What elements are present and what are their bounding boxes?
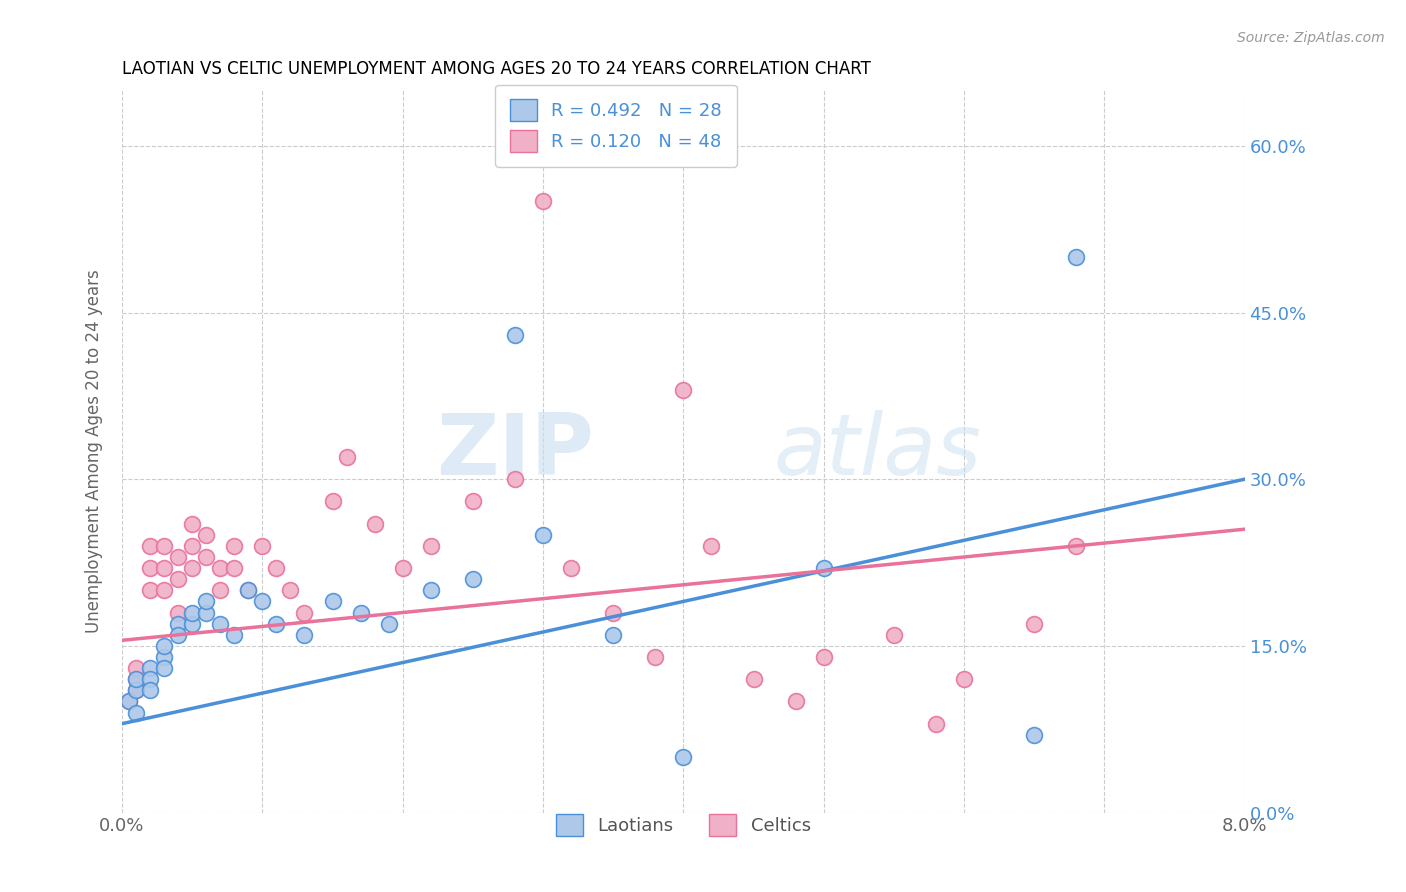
Point	[139, 683, 162, 698]
Point	[139, 661, 162, 675]
Point	[153, 661, 176, 675]
Point	[322, 594, 344, 608]
Point	[153, 561, 176, 575]
Point	[322, 494, 344, 508]
Point	[153, 639, 176, 653]
Point	[391, 561, 413, 575]
Point	[209, 583, 232, 598]
Point	[125, 672, 148, 686]
Point	[266, 616, 288, 631]
Point	[294, 628, 316, 642]
Point	[238, 583, 260, 598]
Point	[209, 561, 232, 575]
Point	[531, 528, 554, 542]
Point	[925, 716, 948, 731]
Point	[602, 628, 624, 642]
Point	[1064, 250, 1087, 264]
Point	[883, 628, 905, 642]
Point	[377, 616, 399, 631]
Point	[181, 516, 204, 531]
Point	[252, 594, 274, 608]
Point	[1064, 539, 1087, 553]
Point	[672, 384, 695, 398]
Point	[953, 672, 976, 686]
Text: LAOTIAN VS CELTIC UNEMPLOYMENT AMONG AGES 20 TO 24 YEARS CORRELATION CHART: LAOTIAN VS CELTIC UNEMPLOYMENT AMONG AGE…	[122, 60, 870, 78]
Point	[195, 594, 218, 608]
Point	[125, 706, 148, 720]
Point	[602, 606, 624, 620]
Legend: Laotians, Celtics: Laotians, Celtics	[548, 806, 818, 843]
Point	[195, 606, 218, 620]
Point	[125, 672, 148, 686]
Point	[294, 606, 316, 620]
Point	[503, 327, 526, 342]
Point	[139, 583, 162, 598]
Point	[742, 672, 765, 686]
Point	[181, 616, 204, 631]
Point	[195, 549, 218, 564]
Point	[167, 549, 190, 564]
Point	[125, 683, 148, 698]
Point	[181, 539, 204, 553]
Point	[461, 494, 484, 508]
Point	[1024, 728, 1046, 742]
Point	[125, 683, 148, 698]
Point	[813, 561, 835, 575]
Y-axis label: Unemployment Among Ages 20 to 24 years: Unemployment Among Ages 20 to 24 years	[86, 269, 103, 633]
Point	[785, 694, 807, 708]
Point	[252, 539, 274, 553]
Point	[461, 572, 484, 586]
Point	[181, 606, 204, 620]
Point	[813, 650, 835, 665]
Point	[238, 583, 260, 598]
Point	[139, 539, 162, 553]
Point	[700, 539, 723, 553]
Text: Source: ZipAtlas.com: Source: ZipAtlas.com	[1237, 31, 1385, 45]
Point	[363, 516, 385, 531]
Point	[125, 661, 148, 675]
Point	[139, 561, 162, 575]
Point	[531, 194, 554, 209]
Point	[153, 539, 176, 553]
Point	[181, 561, 204, 575]
Point	[167, 628, 190, 642]
Point	[153, 583, 176, 598]
Point	[167, 606, 190, 620]
Point	[644, 650, 666, 665]
Point	[335, 450, 357, 464]
Point	[349, 606, 371, 620]
Point	[195, 528, 218, 542]
Point	[167, 616, 190, 631]
Point	[224, 561, 246, 575]
Point	[503, 472, 526, 486]
Point	[153, 650, 176, 665]
Point	[118, 694, 141, 708]
Point	[419, 539, 441, 553]
Point	[419, 583, 441, 598]
Point	[224, 628, 246, 642]
Point	[118, 694, 141, 708]
Point	[209, 616, 232, 631]
Point	[139, 672, 162, 686]
Text: atlas: atlas	[773, 410, 981, 493]
Point	[280, 583, 302, 598]
Point	[224, 539, 246, 553]
Point	[167, 572, 190, 586]
Point	[560, 561, 582, 575]
Point	[672, 750, 695, 764]
Point	[266, 561, 288, 575]
Text: ZIP: ZIP	[436, 410, 593, 493]
Point	[1024, 616, 1046, 631]
